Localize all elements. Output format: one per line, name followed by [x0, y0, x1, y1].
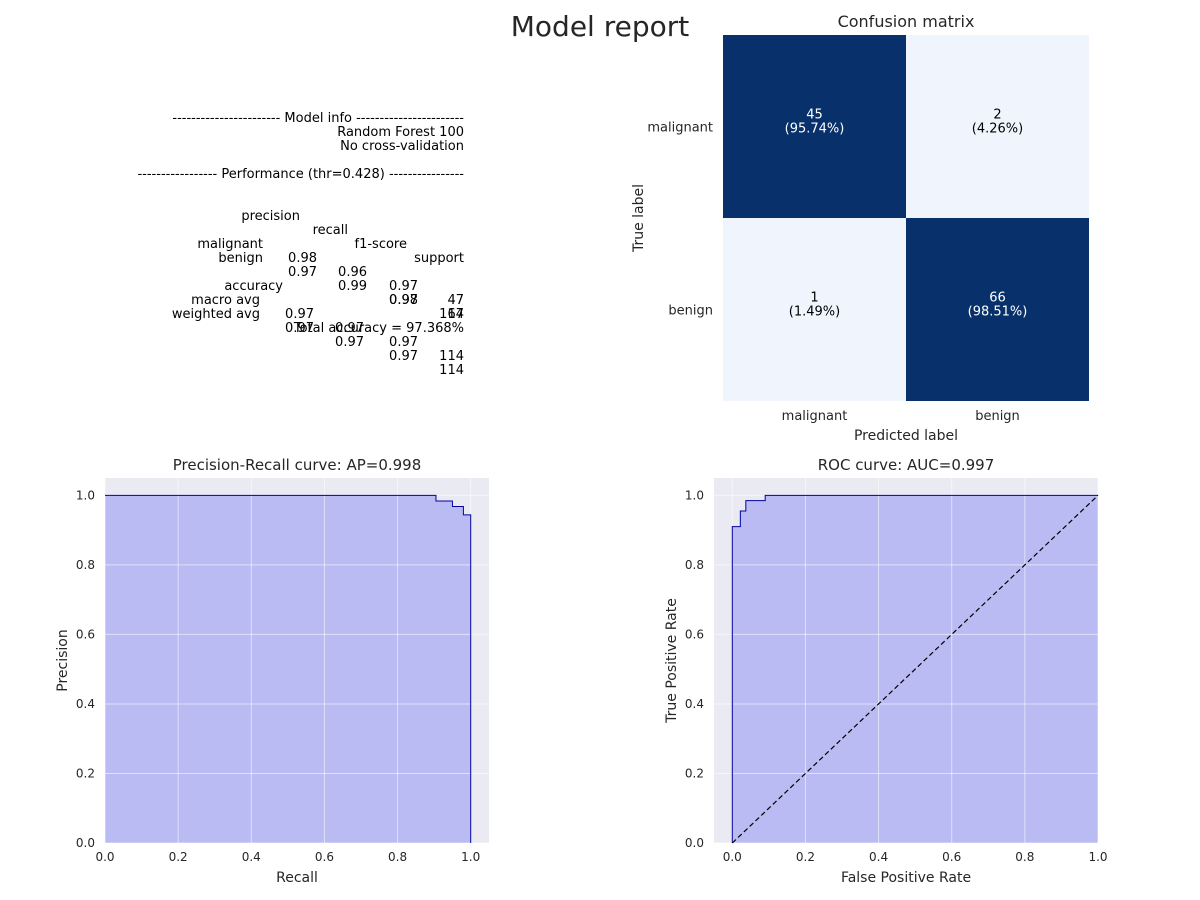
cell-value: 0.98	[288, 251, 317, 266]
total-accuracy: Total accuracy = 97.368%	[293, 321, 464, 336]
cm-x-tick-label: benign	[975, 409, 1020, 424]
cell-value: 0.97	[389, 349, 418, 364]
cell-value: 0.97	[285, 321, 314, 336]
col-header-support: support	[414, 251, 464, 266]
roc-x-tick-label: 0.0	[723, 850, 742, 864]
cell-value: 0.97	[389, 279, 418, 294]
cell-value: 0.97	[389, 335, 418, 350]
row-label-accuracy: accuracy	[224, 279, 283, 294]
cm-y-axis-label: True label	[631, 184, 647, 253]
model-info-header: ----------------------- Model info -----…	[172, 111, 464, 126]
roc-y-tick-label: 1.0	[685, 488, 704, 502]
pr-x-tick-label: 0.2	[169, 850, 188, 864]
pr-y-tick-label: 0.2	[76, 766, 95, 780]
roc-curve	[731, 494, 1098, 843]
performance-header: ----------------- Performance (thr=0.428…	[137, 167, 464, 182]
cell-value: 114	[439, 349, 464, 364]
pr-y-axis-label: Precision	[55, 629, 71, 691]
roc-y-tick-label: 0.8	[685, 558, 704, 572]
pr-x-tick-label: 0.0	[95, 850, 114, 864]
cm-cell-percent: (98.51%)	[968, 305, 1028, 320]
pr-x-axis-label: Recall	[276, 870, 318, 886]
pr-area-fill	[105, 495, 471, 843]
roc-y-tick-label: 0.2	[685, 766, 704, 780]
cm-cell	[723, 35, 906, 218]
pr-x-tick-label: 1.0	[461, 850, 480, 864]
cm-cell-percent: (4.26%)	[972, 122, 1023, 137]
roc-x-tick-label: 1.0	[1088, 850, 1107, 864]
model-name: Random Forest 100	[337, 125, 464, 140]
cell-value: 47	[447, 293, 464, 308]
pr-x-tick-label: 0.8	[388, 850, 407, 864]
cell-value: 0.97	[285, 307, 314, 322]
pr-curve	[105, 494, 472, 843]
cell-value: 0.97	[389, 293, 418, 308]
cm-x-axis-label: Predicted label	[854, 428, 958, 444]
page-title: Model report	[510, 10, 690, 43]
cm-cell-percent: (1.49%)	[789, 305, 840, 320]
roc-x-tick-label: 0.4	[869, 850, 888, 864]
pr-x-tick-label: 0.4	[242, 850, 261, 864]
roc-x-tick-label: 0.6	[942, 850, 961, 864]
cm-cell-count: 2	[993, 108, 1001, 123]
col-header-precision: precision	[241, 209, 300, 224]
pr-y-tick-label: 0.0	[76, 836, 95, 850]
pr-x-tick-label: 0.6	[315, 850, 334, 864]
cm-cell-percent: (95.74%)	[785, 122, 845, 137]
row-label-weighted-avg: weighted avg	[171, 307, 260, 322]
cm-x-tick-label: malignant	[782, 409, 848, 424]
cell-value: 0.97	[288, 265, 317, 280]
cell-value: 0.98	[389, 293, 418, 308]
cm-cell-count: 66	[989, 291, 1006, 306]
pr-y-tick-label: 1.0	[76, 488, 95, 502]
cell-value: 67	[447, 307, 464, 322]
pr-title: Precision-Recall curve: AP=0.998	[173, 456, 422, 474]
cm-cell	[906, 218, 1089, 401]
roc-y-tick-label: 0.6	[685, 627, 704, 641]
roc-title: ROC curve: AUC=0.997	[818, 456, 995, 474]
cm-y-tick-label: benign	[668, 304, 713, 319]
roc-y-tick-label: 0.0	[685, 836, 704, 850]
cm-cell-count: 45	[806, 108, 823, 123]
cell-value: 114	[439, 307, 464, 322]
row-label-benign: benign	[218, 251, 263, 266]
cm-y-tick-label: malignant	[647, 121, 713, 136]
cell-value: 0.96	[338, 265, 367, 280]
pr-y-tick-label: 0.6	[76, 627, 95, 641]
cv-info: No cross-validation	[340, 139, 464, 154]
roc-x-axis-label: False Positive Rate	[841, 870, 971, 886]
cm-cell-count: 1	[810, 291, 818, 306]
cm-cell	[723, 218, 906, 401]
pr-y-tick-label: 0.4	[76, 697, 95, 711]
cell-value: 0.97	[335, 321, 364, 336]
cm-title: Confusion matrix	[838, 12, 975, 31]
roc-y-axis-label: True Positive Rate	[664, 598, 680, 724]
pr-y-tick-label: 0.8	[76, 558, 95, 572]
roc-x-tick-label: 0.8	[1015, 850, 1034, 864]
roc-diagonal-line	[731, 494, 1099, 844]
cell-value: 114	[439, 363, 464, 378]
cm-cell	[906, 35, 1089, 218]
cell-value: 0.99	[338, 279, 367, 294]
col-header-f1: f1-score	[354, 237, 407, 252]
row-label-macro-avg: macro avg	[191, 293, 260, 308]
roc-x-tick-label: 0.2	[796, 850, 815, 864]
col-header-recall: recall	[312, 223, 348, 238]
classification-report: ----------------------- Model info -----…	[60, 111, 464, 378]
cell-value: 0.97	[335, 335, 364, 350]
roc-y-tick-label: 0.4	[685, 697, 704, 711]
row-label-malignant: malignant	[197, 237, 263, 252]
